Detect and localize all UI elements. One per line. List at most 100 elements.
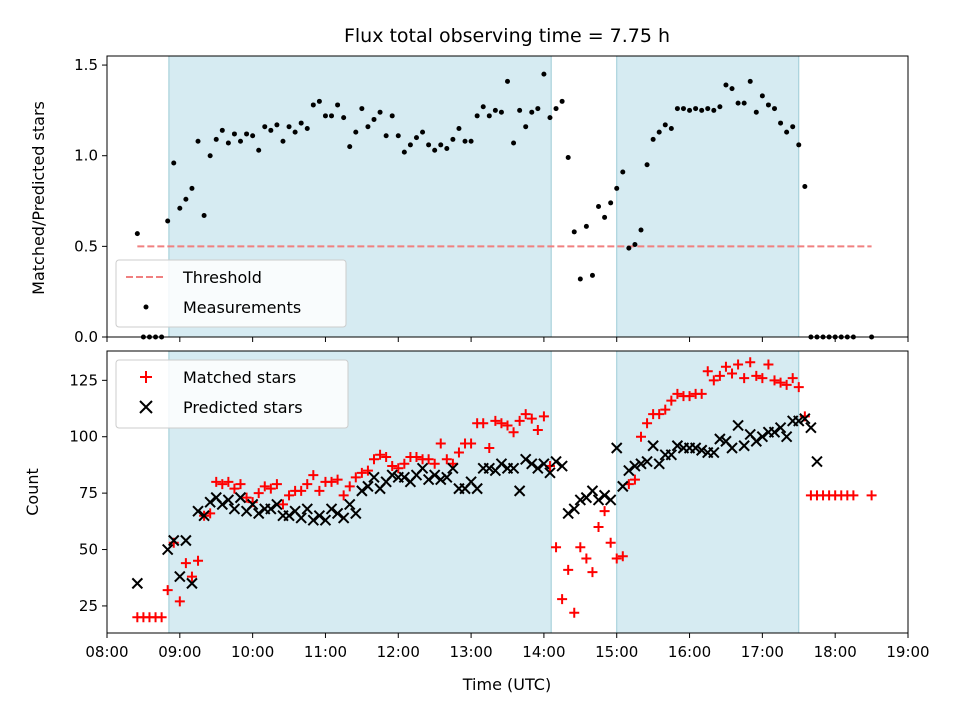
bottom-legend-marker-0 — [140, 371, 152, 383]
data-point-top-0-53 — [456, 126, 462, 132]
data-point-top-0-84 — [644, 162, 650, 168]
bottom-shaded-interval-1 — [616, 351, 799, 633]
data-point-bottom-0-22 — [265, 483, 276, 494]
data-point-bottom-0-100 — [739, 373, 750, 384]
top-y-tick-label-3: 1.5 — [74, 56, 98, 74]
data-point-bottom-0-119 — [866, 490, 877, 501]
data-point-top-0-68 — [547, 115, 553, 121]
data-point-bottom-0-70 — [557, 594, 568, 605]
data-point-top-0-69 — [553, 106, 559, 112]
data-point-top-0-83 — [638, 227, 644, 233]
top-axes-frame — [106, 55, 909, 338]
data-point-top-0-55 — [468, 138, 474, 144]
data-point-bottom-1-27 — [319, 514, 332, 526]
data-point-bottom-1-24 — [301, 503, 313, 515]
data-point-bottom-0-79 — [611, 553, 622, 564]
data-point-bottom-1-61 — [526, 458, 538, 470]
top-shaded-interval-1 — [616, 56, 799, 337]
data-point-bottom-0-27 — [296, 485, 307, 496]
data-point-bottom-0-61 — [502, 420, 513, 431]
data-point-bottom-0-29 — [308, 470, 319, 481]
data-point-bottom-0-101 — [745, 357, 756, 368]
top-legend-marker-1 — [143, 304, 149, 310]
data-point-bottom-1-92 — [714, 433, 726, 445]
data-point-bottom-1-85 — [671, 440, 684, 452]
data-point-top-0-15 — [225, 140, 231, 146]
data-point-bottom-1-48 — [447, 462, 459, 475]
data-point-top-0-24 — [280, 138, 286, 144]
data-point-top-0-18 — [244, 131, 250, 137]
x-tick-label-3: 11:00 — [304, 643, 347, 661]
data-point-bottom-0-39 — [369, 454, 379, 465]
data-point-bottom-1-1 — [161, 543, 174, 556]
data-point-bottom-1-21 — [283, 509, 295, 522]
data-point-bottom-0-41 — [381, 452, 392, 463]
bottom-axes-frame — [106, 350, 909, 634]
data-point-top-0-85 — [650, 136, 656, 142]
bottom-y-tick-label-0: 25 — [79, 597, 98, 615]
data-point-bottom-1-44 — [422, 473, 435, 486]
data-point-top-0-14 — [219, 127, 225, 133]
data-point-top-0-82 — [632, 242, 638, 248]
data-point-bottom-0-93 — [696, 388, 707, 399]
data-point-top-0-75 — [589, 272, 595, 278]
data-point-top-0-10 — [195, 138, 201, 144]
data-point-bottom-1-26 — [313, 509, 326, 522]
bottom-legend-label-1: Predicted stars — [183, 398, 303, 417]
data-point-top-0-67 — [541, 71, 547, 77]
data-point-bottom-0-16 — [229, 483, 240, 494]
data-point-bottom-1-18 — [265, 503, 277, 515]
data-point-bottom-0-95 — [708, 375, 719, 386]
data-point-top-0-29 — [310, 102, 316, 108]
data-point-bottom-1-103 — [780, 431, 793, 443]
data-point-bottom-1-28 — [325, 503, 338, 515]
data-point-top-0-63 — [517, 107, 523, 113]
data-point-bottom-1-7 — [198, 509, 210, 522]
data-point-top-0-19 — [250, 133, 256, 139]
data-point-bottom-0-60 — [496, 418, 507, 429]
data-point-bottom-0-91 — [684, 391, 695, 402]
data-point-bottom-0-4 — [156, 612, 167, 623]
data-point-bottom-1-82 — [653, 458, 665, 470]
data-point-bottom-1-64 — [544, 467, 556, 479]
data-point-top-0-93 — [699, 107, 705, 113]
top-y-tick-label-1: 0.5 — [74, 237, 98, 255]
data-point-bottom-1-4 — [180, 534, 192, 547]
top-y-tick-label-0: 0.0 — [74, 328, 98, 346]
data-point-bottom-1-101 — [768, 426, 781, 438]
data-point-top-0-94 — [705, 106, 711, 112]
data-point-top-0-12 — [207, 153, 213, 159]
data-point-top-0-9 — [189, 185, 195, 191]
data-point-bottom-0-102 — [751, 370, 762, 381]
bottom-y-axis-label: Count — [23, 468, 42, 516]
data-point-top-0-86 — [656, 129, 662, 135]
data-point-bottom-0-80 — [617, 551, 628, 562]
data-point-bottom-0-99 — [733, 359, 744, 370]
data-point-bottom-0-58 — [484, 443, 495, 454]
data-point-top-0-70 — [559, 98, 565, 104]
top-plot-area: 0.0 0.5 1.0 1.5 Threshold Measurements — [74, 55, 909, 346]
data-point-bottom-1-79 — [635, 458, 647, 470]
data-point-bottom-1-108 — [811, 455, 823, 468]
data-point-bottom-1-78 — [629, 460, 641, 472]
data-point-bottom-0-18 — [241, 492, 252, 503]
data-point-top-0-91 — [687, 107, 693, 113]
data-point-bottom-0-82 — [629, 474, 640, 485]
data-point-bottom-0-15 — [223, 476, 234, 487]
data-point-bottom-1-76 — [617, 480, 629, 493]
data-point-bottom-0-107 — [781, 379, 792, 390]
data-point-bottom-0-48 — [423, 454, 434, 465]
top-legend-label-0: Threshold — [182, 268, 262, 287]
data-point-bottom-1-98 — [750, 435, 763, 447]
data-point-top-0-42 — [389, 113, 395, 119]
data-point-top-0-72 — [571, 229, 577, 235]
data-point-bottom-1-40 — [398, 471, 411, 484]
data-point-top-0-8 — [183, 196, 189, 202]
data-point-top-0-100 — [741, 100, 747, 106]
data-point-bottom-1-89 — [695, 444, 708, 456]
data-point-top-0-41 — [383, 133, 389, 139]
data-point-top-0-88 — [668, 126, 674, 132]
x-tick-label-8: 16:00 — [668, 643, 711, 661]
x-tick-label-10: 18:00 — [814, 643, 857, 661]
data-point-bottom-0-75 — [587, 567, 598, 578]
